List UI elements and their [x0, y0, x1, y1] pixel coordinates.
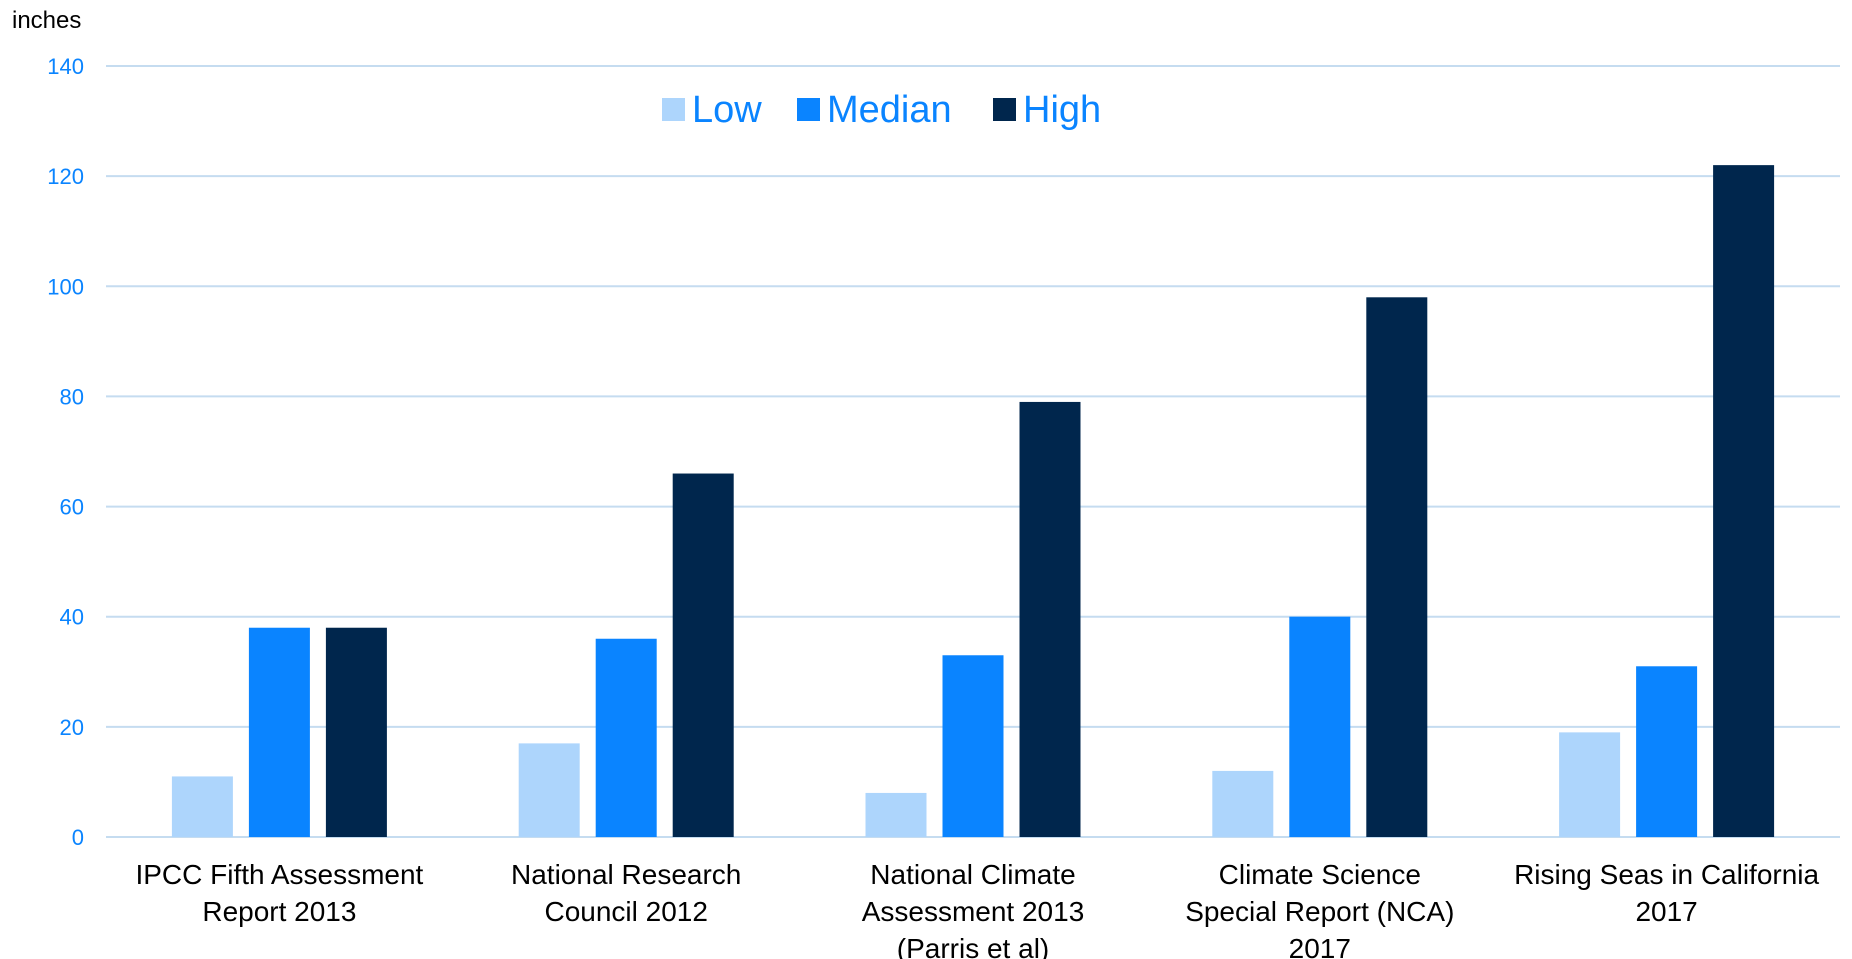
- y-tick-label: 100: [47, 274, 84, 299]
- y-tick-label: 120: [47, 164, 84, 189]
- x-category-label: Rising Seas in California: [1514, 859, 1819, 890]
- legend-label-low: Low: [692, 89, 762, 131]
- x-axis-category-labels: IPCC Fifth Assessment Report 2013 National…: [135, 859, 1819, 959]
- bar-low: [518, 743, 580, 837]
- bar-low: [1559, 732, 1621, 837]
- bar-high: [1713, 165, 1775, 838]
- x-category-label: (Parris et al): [897, 933, 1049, 959]
- x-category-label: Report 2013: [202, 896, 356, 927]
- bar-median: [248, 627, 310, 837]
- x-category-label: National Climate: [870, 859, 1075, 890]
- y-tick-label: 20: [60, 715, 84, 740]
- gridlines: [106, 65, 1840, 838]
- y-tick-label: 80: [60, 384, 84, 409]
- x-category-label: 2017: [1289, 933, 1351, 959]
- x-category-label: 2017: [1635, 896, 1697, 927]
- x-category-label: Climate Science: [1219, 859, 1421, 890]
- bar-median: [595, 638, 657, 837]
- y-tick-label: 40: [60, 605, 84, 630]
- legend-swatch-high: [993, 98, 1016, 121]
- x-category-label: Assessment 2013: [862, 896, 1085, 927]
- legend: Low Median High: [662, 89, 1101, 131]
- y-tick-label: 60: [60, 495, 84, 520]
- bar-low: [1212, 770, 1274, 837]
- y-tick-label: 140: [47, 54, 84, 79]
- legend-swatch-median: [797, 98, 820, 121]
- bar-low: [865, 792, 927, 837]
- bar-high: [1019, 401, 1081, 837]
- bar-median: [942, 655, 1004, 837]
- bar-median: [1636, 666, 1698, 837]
- x-category-label: IPCC Fifth Assessment: [135, 859, 423, 890]
- bar-series-group: [171, 165, 1775, 838]
- x-category-label: National Research: [511, 859, 741, 890]
- y-axis-ticks: 0 20 40 60 80 100 120 140: [47, 54, 84, 850]
- y-tick-label: 0: [72, 825, 84, 850]
- bar-high: [325, 627, 387, 837]
- legend-label-high: High: [1023, 89, 1101, 131]
- x-category-label: Special Report (NCA): [1185, 896, 1454, 927]
- legend-swatch-low: [662, 98, 685, 121]
- legend-label-median: Median: [827, 89, 952, 131]
- bar-high: [1366, 297, 1428, 837]
- bar-median: [1289, 616, 1351, 837]
- bar-high: [672, 473, 734, 837]
- bar-low: [171, 776, 233, 837]
- y-axis-unit-label: inches: [12, 7, 81, 34]
- x-category-label: Council 2012: [544, 896, 707, 927]
